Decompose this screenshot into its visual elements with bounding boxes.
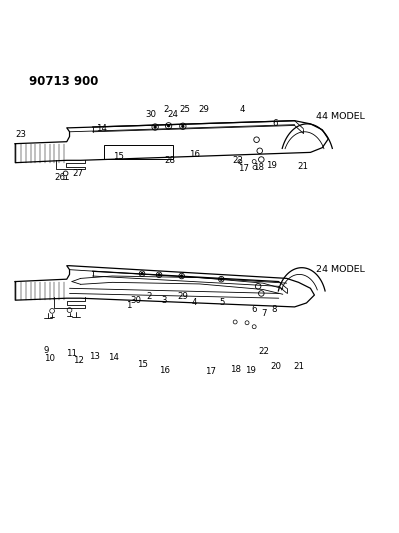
- Text: 22: 22: [258, 347, 269, 356]
- Text: 18: 18: [253, 163, 264, 172]
- Text: 8: 8: [271, 305, 277, 314]
- Text: 20: 20: [270, 362, 281, 371]
- Text: 6: 6: [272, 118, 278, 127]
- Text: 7: 7: [261, 309, 267, 318]
- Text: 19: 19: [245, 366, 256, 375]
- Text: 17: 17: [205, 367, 216, 376]
- Text: 24 MODEL: 24 MODEL: [316, 265, 365, 274]
- Text: 90713 900: 90713 900: [29, 75, 99, 87]
- Text: 14: 14: [108, 353, 119, 362]
- Text: 2: 2: [146, 292, 152, 301]
- Text: 25: 25: [179, 106, 190, 115]
- Text: 3: 3: [162, 296, 168, 305]
- Circle shape: [180, 275, 183, 277]
- Text: 29: 29: [178, 292, 188, 301]
- Text: 6: 6: [251, 305, 257, 314]
- Text: 26: 26: [55, 173, 65, 182]
- Text: 21: 21: [298, 162, 309, 171]
- Bar: [104, 146, 173, 159]
- Text: 30: 30: [146, 110, 157, 119]
- Text: 11: 11: [66, 349, 77, 358]
- Text: 17: 17: [238, 164, 249, 173]
- Text: 14: 14: [96, 124, 107, 133]
- Text: 22: 22: [233, 156, 244, 165]
- Circle shape: [158, 273, 160, 276]
- Text: 44 MODEL: 44 MODEL: [316, 112, 365, 121]
- Circle shape: [141, 272, 143, 275]
- Text: 24: 24: [167, 110, 178, 119]
- Circle shape: [220, 278, 223, 280]
- Text: 16: 16: [189, 150, 200, 159]
- Text: 15: 15: [136, 360, 148, 369]
- Text: 27: 27: [72, 169, 83, 178]
- Text: 21: 21: [294, 362, 305, 371]
- Circle shape: [168, 125, 170, 127]
- Text: 19: 19: [266, 160, 277, 169]
- Text: 29: 29: [199, 106, 210, 115]
- Text: 1: 1: [126, 301, 132, 310]
- Text: 28: 28: [164, 156, 175, 165]
- Text: 4: 4: [192, 297, 198, 306]
- Circle shape: [182, 125, 184, 127]
- Text: 23: 23: [15, 131, 26, 140]
- Text: 5: 5: [220, 297, 225, 306]
- Text: 4: 4: [239, 106, 245, 115]
- Text: 30: 30: [130, 296, 142, 305]
- Text: 12: 12: [73, 356, 84, 365]
- Text: 15: 15: [113, 152, 124, 161]
- Text: 13: 13: [89, 352, 100, 361]
- Text: 18: 18: [231, 365, 241, 374]
- Text: 16: 16: [159, 366, 170, 375]
- Text: 2: 2: [163, 106, 168, 115]
- Circle shape: [154, 126, 156, 128]
- Text: 9: 9: [43, 346, 48, 355]
- Text: 10: 10: [44, 354, 55, 363]
